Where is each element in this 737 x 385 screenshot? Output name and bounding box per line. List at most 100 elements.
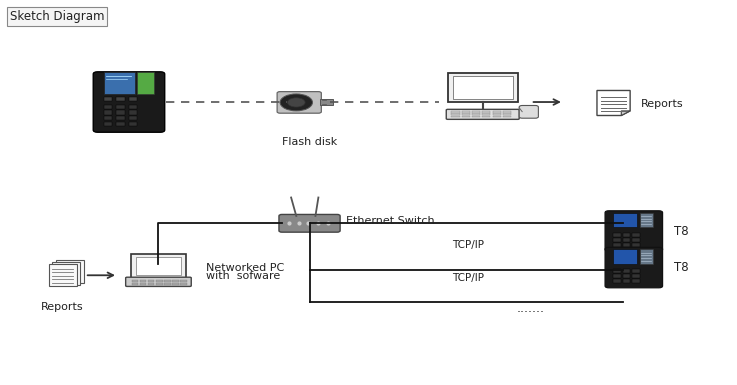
- FancyBboxPatch shape: [125, 277, 191, 286]
- Bar: [613, 233, 621, 236]
- Bar: [613, 249, 637, 264]
- Bar: [613, 270, 621, 273]
- Bar: [136, 257, 181, 275]
- Bar: [131, 280, 138, 282]
- Polygon shape: [621, 111, 630, 116]
- Bar: [447, 73, 517, 102]
- Bar: [128, 97, 137, 101]
- Bar: [503, 116, 511, 117]
- FancyBboxPatch shape: [605, 248, 663, 288]
- Bar: [623, 238, 630, 242]
- Bar: [453, 76, 512, 99]
- Bar: [613, 238, 621, 242]
- FancyBboxPatch shape: [49, 264, 77, 286]
- FancyBboxPatch shape: [279, 214, 340, 232]
- Text: Reports: Reports: [41, 302, 84, 312]
- Bar: [128, 116, 137, 121]
- Bar: [156, 283, 162, 285]
- Text: Reports: Reports: [641, 99, 684, 109]
- Bar: [128, 110, 137, 115]
- Bar: [483, 113, 491, 115]
- Bar: [623, 243, 630, 247]
- Bar: [461, 116, 470, 117]
- Bar: [180, 280, 186, 282]
- Bar: [472, 116, 481, 117]
- Bar: [493, 111, 501, 113]
- Bar: [640, 249, 653, 264]
- Bar: [623, 274, 630, 278]
- Bar: [613, 213, 637, 227]
- Bar: [131, 254, 186, 278]
- FancyBboxPatch shape: [605, 211, 663, 251]
- Bar: [131, 283, 138, 285]
- Bar: [116, 97, 125, 101]
- Bar: [139, 280, 146, 282]
- Polygon shape: [597, 90, 630, 116]
- FancyBboxPatch shape: [56, 260, 84, 283]
- Text: Sketch Diagram: Sketch Diagram: [10, 10, 104, 23]
- Text: .......: .......: [517, 301, 545, 315]
- Bar: [483, 111, 491, 113]
- Bar: [116, 122, 125, 126]
- Bar: [180, 283, 186, 285]
- Bar: [103, 122, 112, 126]
- Text: TCP/IP: TCP/IP: [452, 240, 484, 250]
- Bar: [623, 270, 630, 273]
- Bar: [128, 105, 137, 109]
- Bar: [461, 111, 470, 113]
- Bar: [493, 116, 501, 117]
- Bar: [164, 280, 170, 282]
- FancyBboxPatch shape: [93, 72, 164, 132]
- Bar: [103, 97, 112, 101]
- FancyBboxPatch shape: [277, 92, 321, 113]
- Text: Networked PC: Networked PC: [206, 263, 284, 273]
- Bar: [503, 111, 511, 113]
- Bar: [128, 122, 137, 126]
- Bar: [493, 113, 501, 115]
- Circle shape: [280, 94, 312, 111]
- Bar: [451, 111, 460, 113]
- Bar: [116, 110, 125, 115]
- Bar: [147, 280, 155, 282]
- Bar: [103, 110, 112, 115]
- Bar: [483, 116, 491, 117]
- Text: Flash disk: Flash disk: [282, 137, 337, 147]
- Bar: [172, 280, 178, 282]
- Bar: [632, 280, 640, 283]
- Bar: [472, 113, 481, 115]
- Bar: [613, 243, 621, 247]
- Bar: [116, 105, 125, 109]
- Bar: [164, 283, 170, 285]
- Bar: [632, 243, 640, 247]
- Bar: [461, 113, 470, 115]
- Bar: [632, 270, 640, 273]
- Bar: [451, 113, 460, 115]
- Text: with  sofware: with sofware: [206, 271, 281, 281]
- Bar: [632, 238, 640, 242]
- Bar: [103, 105, 112, 109]
- Text: TCP/IP: TCP/IP: [452, 273, 484, 283]
- Bar: [623, 280, 630, 283]
- FancyBboxPatch shape: [52, 262, 80, 285]
- Bar: [613, 274, 621, 278]
- Bar: [472, 111, 481, 113]
- Circle shape: [287, 98, 305, 107]
- Bar: [103, 116, 112, 121]
- Bar: [632, 274, 640, 278]
- Bar: [451, 116, 460, 117]
- Bar: [640, 213, 653, 227]
- Bar: [503, 113, 511, 115]
- Bar: [632, 233, 640, 236]
- Bar: [116, 116, 125, 121]
- Bar: [156, 280, 162, 282]
- Text: T8: T8: [674, 224, 689, 238]
- FancyBboxPatch shape: [447, 109, 519, 119]
- Text: Ethernet Switch: Ethernet Switch: [346, 216, 435, 226]
- Bar: [172, 283, 178, 285]
- Bar: [613, 280, 621, 283]
- Bar: [320, 99, 333, 105]
- Bar: [137, 72, 153, 94]
- Bar: [139, 283, 146, 285]
- Bar: [103, 72, 134, 94]
- Text: T8: T8: [674, 261, 689, 274]
